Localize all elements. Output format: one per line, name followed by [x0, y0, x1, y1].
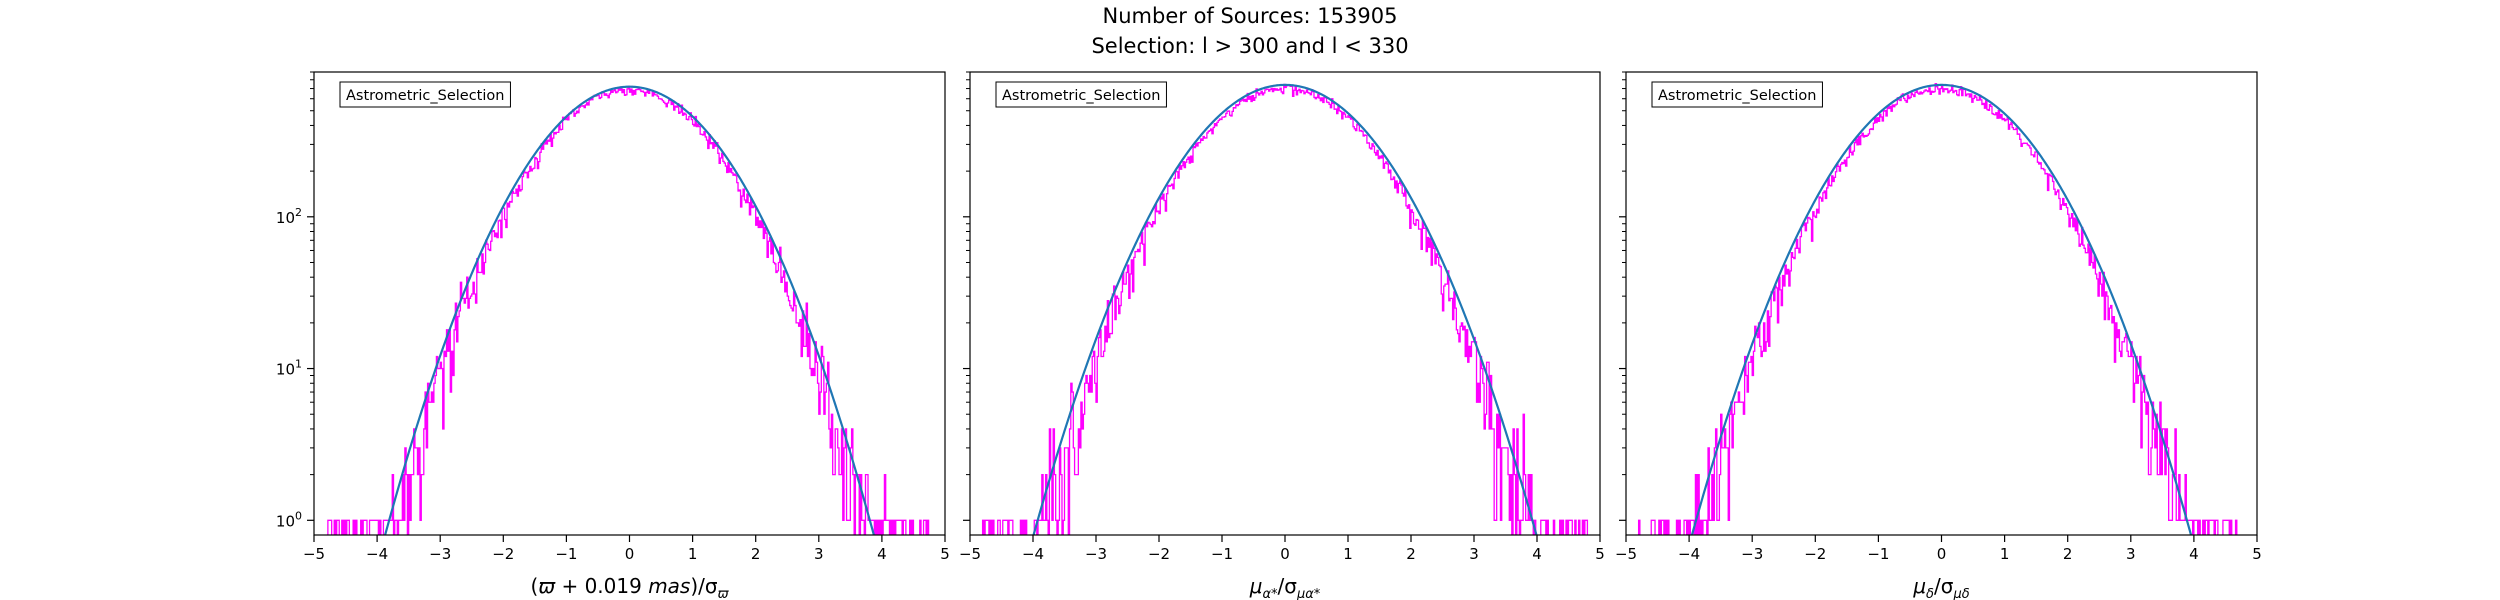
- legend-box: [995, 81, 1167, 108]
- x-axis-label: μδ/σμδ: [1912, 574, 1969, 600]
- x-tick-label: 5: [940, 545, 950, 563]
- x-tick-label: 3: [2126, 545, 2136, 563]
- x-tick-label: −2: [492, 545, 514, 563]
- x-tick-label: −3: [1741, 545, 1763, 563]
- plot-area-1: [327, 85, 930, 535]
- x-tick-label: 1: [2000, 545, 2010, 563]
- x-tick-label: 1: [688, 545, 698, 563]
- x-tick-label: 2: [1406, 545, 1416, 563]
- x-tick-label: −2: [1148, 545, 1170, 563]
- x-tick-label: 4: [877, 545, 887, 563]
- x-tick-label: 0: [1280, 545, 1290, 563]
- gaussian-fit-line: [1690, 83, 2193, 535]
- x-tick-label: −3: [429, 545, 451, 563]
- x-tick-label: −1: [555, 545, 577, 563]
- legend-label: Astrometric_Selection: [1658, 88, 1816, 104]
- x-tick-label: −5: [959, 545, 981, 563]
- histogram-series: [1637, 83, 2238, 535]
- figure-title-selection: Selection: l > 300 and l < 330: [1091, 34, 1409, 58]
- chart-panel-3: −5 −4 −3 −2 −1 0 1 2 3 4 5 Astrometric_Selection μδ/…: [1615, 71, 2262, 600]
- figure-title-sources: Number of Sources: 153905: [1102, 4, 1398, 28]
- x-tick-label: 2: [2063, 545, 2073, 563]
- x-tick-label: −4: [366, 545, 388, 563]
- x-tick-label: −5: [303, 545, 325, 563]
- legend-box: [339, 81, 511, 108]
- legend-label: Astrometric_Selection: [346, 88, 504, 104]
- plot-area-2: [981, 83, 1589, 535]
- gaussian-fit-line: [1032, 83, 1538, 535]
- x-tick-label: 0: [625, 545, 635, 563]
- x-tick-label: 2: [751, 545, 761, 563]
- x-tick-label: 3: [1469, 545, 1479, 563]
- x-tick-label: 1: [1343, 545, 1353, 563]
- plot-area-3: [1637, 83, 2238, 535]
- x-tick-label: −1: [1211, 545, 1233, 563]
- x-tick-label: 5: [2252, 545, 2262, 563]
- x-tick-label: −3: [1085, 545, 1107, 563]
- y-tick-label: 101: [276, 358, 302, 379]
- x-tick-label: −4: [1678, 545, 1700, 563]
- x-tick-label: 4: [2189, 545, 2199, 563]
- x-axis-label: (ϖ + 0.019 mas)/σϖ: [531, 574, 730, 600]
- y-tick-label: 100: [276, 509, 302, 530]
- x-tick-label: −1: [1867, 545, 1889, 563]
- x-axis-label: μα*/σμα*: [1249, 574, 1321, 600]
- x-tick-label: −2: [1804, 545, 1826, 563]
- x-tick-label: 5: [1595, 545, 1605, 563]
- x-tick-label: 0: [1937, 545, 1947, 563]
- y-tick-label: 102: [276, 206, 302, 227]
- chart-panel-1: −5 −4 −3 −2 −1 0 1 2 3 4 5 100 101 102 Astrometric_Sel…: [276, 71, 950, 600]
- gaussian-fit-line: [383, 85, 876, 535]
- legend-label: Astrometric_Selection: [1002, 88, 1160, 104]
- x-tick-label: 3: [814, 545, 824, 563]
- x-tick-label: 4: [1532, 545, 1542, 563]
- histogram-series: [981, 83, 1589, 535]
- legend-box: [1651, 81, 1823, 108]
- chart-panel-2: −5 −4 −3 −2 −1 0 1 2 3 4 5 Astrometric_Selection μα*…: [959, 71, 1605, 600]
- x-tick-label: −5: [1615, 545, 1637, 563]
- histogram-series: [327, 85, 930, 535]
- x-tick-label: −4: [1022, 545, 1044, 563]
